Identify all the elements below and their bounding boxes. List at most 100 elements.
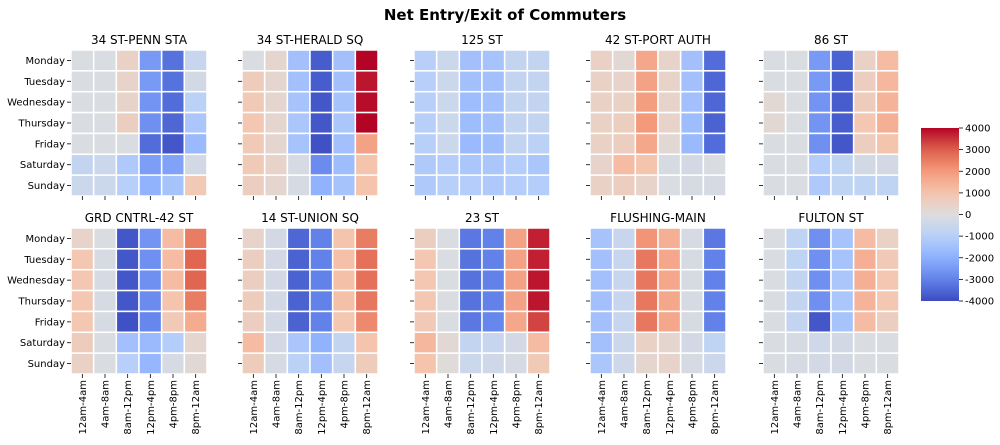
heatmap-cell (286, 352, 311, 375)
heatmap-cell (852, 352, 878, 375)
heatmap-cell (241, 49, 266, 72)
heatmap-cell (263, 248, 289, 271)
heatmap-cell (92, 49, 118, 72)
heatmap-cell (679, 90, 705, 114)
x-tick-label: 12pm-4pm (146, 380, 157, 435)
heatmap-cell (875, 248, 900, 271)
heatmap-cell (807, 268, 832, 292)
heatmap-cell (309, 90, 334, 114)
heatmap-cell (241, 331, 266, 354)
heatmap-cell (286, 248, 311, 271)
heatmap-cell (589, 248, 614, 271)
heatmap-cell (309, 174, 334, 197)
x-tick-label: 4am-8am (444, 380, 455, 428)
x-tick-label: 4am-8am (101, 380, 112, 428)
heatmap-cell (138, 310, 163, 334)
heatmap-cell (160, 331, 186, 354)
heatmap-cell (138, 153, 163, 176)
heatmap-cell (589, 310, 614, 334)
heatmap-cell (241, 352, 266, 375)
heatmap-cell (702, 132, 727, 156)
heatmap-cell (183, 289, 208, 313)
panel: 23 ST 12am-4am 4am-8am 8am-12pm 12pm-4pm 4pm-… (410, 211, 551, 435)
heatmap-cell (309, 153, 334, 176)
y-tick-label: Wednesday (7, 276, 65, 287)
heatmap-cell (852, 268, 878, 292)
heatmap-cell (634, 352, 659, 375)
y-tick-label: Sunday (28, 181, 65, 192)
x-tick-label: 12am-4am (597, 380, 608, 434)
heatmap-cell (309, 331, 334, 354)
heatmap-cell (657, 331, 682, 354)
panel-title: 34 ST-PENN STA (91, 33, 188, 47)
heatmap-cell (634, 111, 659, 135)
heatmap-cell (526, 227, 551, 250)
heatmap-cell (354, 310, 379, 334)
heatmap-cell (702, 289, 727, 313)
heatmap-cell (138, 352, 163, 375)
heatmap-cell (589, 331, 614, 354)
panel-title: FLUSHING-MAIN (610, 211, 706, 225)
heatmap-cell (657, 352, 682, 375)
x-tick-label: 4pm-8pm (688, 380, 699, 429)
heatmap-cell (503, 70, 529, 93)
heatmap-cell (115, 310, 140, 334)
heatmap-cell (263, 227, 289, 250)
heatmap-cell (413, 70, 438, 93)
heatmap-cell (331, 90, 357, 114)
heatmap-cell (413, 289, 438, 313)
heatmap-cell (183, 248, 208, 271)
heatmap-cell (413, 174, 438, 197)
heatmap-cell (875, 268, 900, 292)
heatmap-cell (92, 248, 118, 271)
heatmap-cell (589, 90, 614, 114)
heatmap-cell (830, 268, 855, 292)
heatmap-cell (183, 111, 208, 135)
heatmap-cell (70, 227, 95, 250)
heatmap-cell (331, 227, 357, 250)
heatmap-cell (611, 248, 637, 271)
heatmap-cell (807, 70, 832, 93)
heatmap-cell (702, 153, 727, 176)
heatmap-cell (679, 352, 705, 375)
heatmap-cell (115, 70, 140, 93)
heatmap-cell (115, 248, 140, 271)
heatmap-cell (92, 111, 118, 135)
heatmap-cell (481, 227, 506, 250)
heatmap-cell (70, 248, 95, 271)
heatmap-cell (70, 268, 95, 292)
heatmap-cell (331, 289, 357, 313)
heatmap-cell (657, 227, 682, 250)
heatmap-cell (331, 248, 357, 271)
heatmap-cell (138, 289, 163, 313)
heatmap-cell (503, 268, 529, 292)
heatmap-cell (784, 310, 810, 334)
heatmap-cell (241, 174, 266, 197)
x-tick-label: 4am-8am (793, 380, 804, 428)
heatmap-cell (762, 352, 787, 375)
heatmap-cell (784, 289, 810, 313)
heatmap-cell (634, 90, 659, 114)
heatmap-cell (481, 248, 506, 271)
heatmap-cell (413, 153, 438, 176)
heatmap-cell (413, 310, 438, 334)
heatmap-cell (458, 227, 483, 250)
heatmap-cell (526, 132, 551, 156)
heatmap-cell (875, 132, 900, 156)
heatmap-cell (784, 153, 810, 176)
heatmap-cell (413, 352, 438, 375)
heatmap-cell (830, 310, 855, 334)
heatmap-cell (481, 310, 506, 334)
heatmap-cell (160, 111, 186, 135)
heatmap-cell (807, 331, 832, 354)
heatmap-cell (286, 153, 311, 176)
heatmap-cell (657, 268, 682, 292)
heatmap-cell (309, 268, 334, 292)
heatmap-cell (286, 227, 311, 250)
heatmap-cell (160, 90, 186, 114)
heatmap-cell (263, 132, 289, 156)
heatmap-cell (309, 289, 334, 313)
heatmap-cell (263, 70, 289, 93)
heatmap-panels: 34 ST-PENN STA Monday Tuesday Wednesday Thur… (7, 33, 900, 435)
heatmap-cell (702, 352, 727, 375)
